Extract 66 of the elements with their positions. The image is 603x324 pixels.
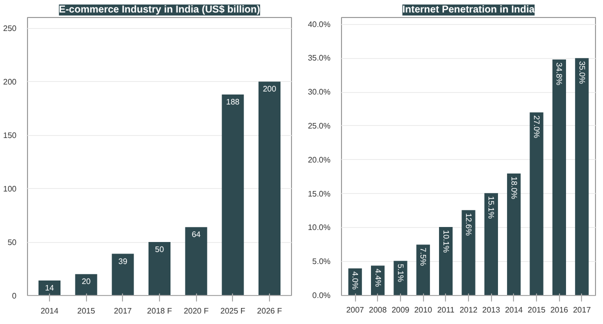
y-tick-label: 25.0% [308, 121, 331, 130]
y-tick-label: 15.0% [308, 189, 331, 198]
x-tick-label: 2014 [504, 306, 524, 314]
data-label: 39 [118, 256, 128, 266]
x-tick-label: 2015 [77, 306, 96, 316]
y-tick-label: 100 [3, 184, 18, 194]
bar [185, 227, 208, 296]
x-tick-label: 2016 [550, 306, 569, 314]
data-label: 64 [192, 230, 202, 240]
bar [416, 244, 430, 296]
data-label: 5.1% [396, 264, 405, 282]
data-label: 200 [262, 84, 277, 94]
y-tick-label: 10.0% [308, 223, 331, 232]
data-label: 35.0% [577, 61, 586, 84]
data-label: 27.0% [532, 115, 542, 138]
x-tick-label: 2007 [346, 306, 365, 314]
x-tick-label: 2008 [368, 306, 388, 314]
y-tick-label: 0.0% [312, 291, 330, 300]
bar [75, 274, 98, 296]
y-tick-label: 35.0% [308, 54, 331, 63]
bar [462, 210, 476, 296]
y-tick-label: 150 [3, 131, 18, 140]
data-label: 18.0% [509, 176, 518, 200]
bar [222, 94, 244, 296]
data-label: 188 [226, 97, 240, 106]
y-tick-label: 200 [3, 78, 18, 87]
bar [507, 173, 521, 296]
data-label: 20 [82, 277, 92, 286]
y-tick-label: 0 [12, 292, 18, 300]
y-tick-label: 50 [8, 238, 18, 248]
x-tick-label: 2020 F [184, 306, 209, 316]
y-tick-label: 5.0% [312, 257, 330, 266]
x-tick-label: 2015 [528, 306, 546, 314]
y-tick-label: 40.0% [308, 20, 331, 29]
data-label: 15.1% [486, 196, 496, 219]
data-label: 10.1% [441, 230, 450, 253]
data-label: 50 [155, 245, 164, 254]
bar [552, 60, 566, 296]
x-tick-label: 2011 [437, 306, 455, 314]
x-tick-label: 2025 F [220, 306, 246, 316]
bar [112, 254, 134, 296]
x-tick-label: 2009 [392, 306, 410, 314]
data-label: 12.6% [464, 213, 473, 236]
y-tick-label: 30.0% [308, 88, 331, 97]
data-label: 4.0% [350, 271, 360, 290]
chart-title: E-commerce Industry in India (US$ billion) [58, 4, 260, 16]
bar [439, 227, 453, 296]
y-tick-label: 250 [3, 24, 18, 34]
bar [575, 58, 589, 296]
x-tick-label: 2017 [572, 306, 592, 314]
bar [484, 193, 498, 296]
data-label: 4.4% [373, 268, 382, 287]
y-tick-label: 20.0% [308, 155, 331, 164]
data-label: 14 [45, 284, 54, 293]
data-label: 34.8% [554, 62, 564, 86]
x-tick-label: 2026 F [257, 306, 282, 316]
x-tick-label: 2013 [482, 306, 501, 314]
bar [530, 112, 544, 296]
bar [148, 242, 170, 296]
x-tick-label: 2010 [414, 306, 433, 314]
x-tick-label: 2018 F [147, 306, 172, 316]
data-label: 7.5% [418, 248, 428, 266]
x-tick-label: 2012 [460, 306, 478, 314]
bar [258, 82, 280, 296]
x-tick-label: 2017 [114, 306, 132, 316]
x-tick-label: 2014 [40, 306, 59, 316]
